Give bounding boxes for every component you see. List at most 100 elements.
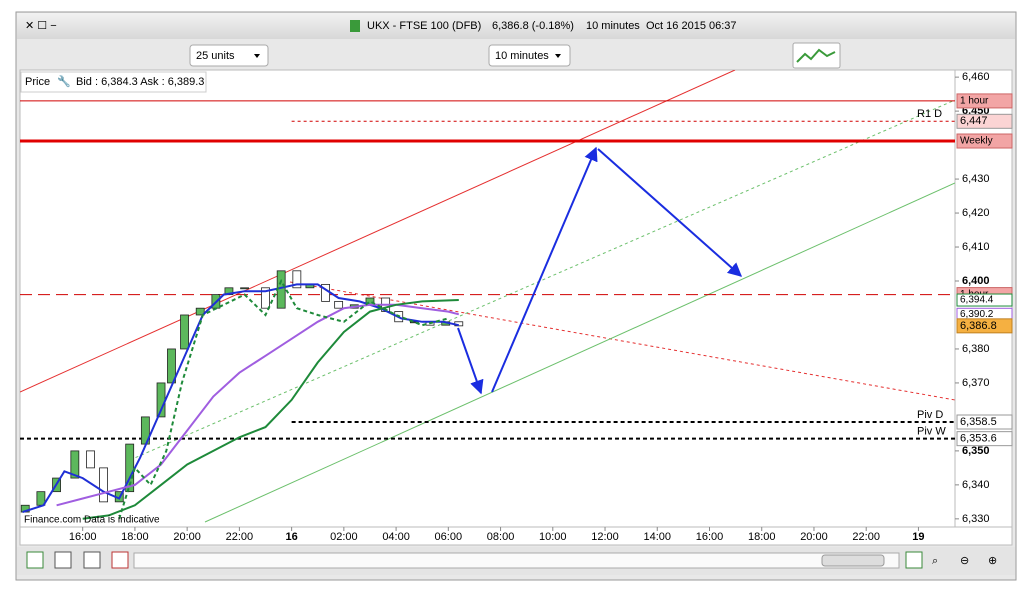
dropdown-arrow [555,54,561,58]
level-name: Weekly [960,136,993,147]
trend-line [204,182,955,523]
level-value: 6,447 [960,115,988,127]
tool-button[interactable] [905,551,923,569]
scrollbar[interactable] [133,552,900,569]
candle [86,450,95,469]
y-tick-label: 6,350 [962,445,990,457]
x-tick-label: 22:00 [852,531,880,543]
arrow [491,146,598,393]
level-box [956,431,1013,447]
x-tick-label: 12:00 [591,531,619,543]
candle [240,287,250,290]
indicator-value: 6,394.4 [960,295,994,306]
indicator-line [118,278,449,520]
plot-layers [20,70,955,523]
x-tick-label: 16 [285,531,297,543]
candle [409,321,419,324]
last-price: 6,386.8 [960,320,997,332]
x-tick-label: 16:00 [69,531,97,543]
x-tick-label: 10:00 [539,531,567,543]
timestamp: Oct 16 2015 06:37 [646,20,737,32]
candle [180,314,189,350]
zoom-out[interactable]: ⊖ [960,555,969,567]
price-label: Price [25,76,50,88]
level-name: Piv W [917,426,946,438]
watermark: Finance.com Data is indicative [24,515,160,526]
candle [125,443,135,493]
level-box [956,113,1013,129]
last-price-box [956,318,1013,334]
arrow [597,148,743,277]
dropdown-arrow [254,54,260,58]
y-tick-label: 6,460 [962,71,990,83]
y-tick-label: 6,410 [962,241,990,253]
zoom-fit[interactable]: ⌕ [932,555,938,567]
level-box [956,414,1013,430]
x-tick-label: 02:00 [330,531,358,543]
scroll-thumb[interactable] [821,554,885,567]
trend-line [20,70,736,393]
timeframe-value: 10 minutes [495,50,549,62]
time-axis [19,526,1013,546]
chart-layer [20,100,955,520]
level-name: R1 D [917,108,942,120]
bid-ask: Bid : 6,384.3 Ask : 6,389.3 [76,76,204,88]
title-bar [17,13,1015,39]
x-tick-label: 04:00 [382,531,410,543]
wrench-icon[interactable]: 🔧 [57,74,71,88]
y-tick-label: 6,330 [962,513,990,525]
tool-button[interactable] [26,551,44,569]
trend-line [289,281,955,401]
x-tick-label: 19 [912,531,924,543]
tool-button[interactable] [83,551,101,569]
units-dropdown[interactable] [189,44,269,67]
x-tick-label: 16:00 [696,531,724,543]
timeframe-dropdown[interactable] [488,44,571,67]
x-tick-label: 18:00 [121,531,149,543]
y-tick-label: 6,420 [962,207,990,219]
x-tick-label: 08:00 [487,531,515,543]
level-box [956,133,1013,149]
trend-line [129,99,955,461]
candle [99,467,108,503]
level-name: 1 hour [960,96,989,107]
x-tick-label: 22:00 [226,531,254,543]
level-name: Piv D [917,409,943,421]
y-tick-label: 6,430 [962,173,990,185]
x-tick-label: 18:00 [748,531,776,543]
x-tick-label: 14:00 [643,531,671,543]
x-tick-label: 06:00 [435,531,463,543]
units-value: 25 units [196,50,235,62]
level-value: 6,353.6 [960,433,997,445]
close-button[interactable]: ✕ ☐ − [25,20,57,32]
candle [167,348,176,384]
indicator-value: 6,390.2 [960,309,994,320]
drawn-arrows [457,146,743,395]
candle [334,300,344,309]
indicator-box [956,293,1013,307]
indicator-icon [796,48,836,63]
arrow [457,327,484,395]
tool-button[interactable] [111,551,129,569]
plot-area [19,69,956,528]
x-tick-label: 20:00 [173,531,201,543]
y-tick-label: 6,400 [962,275,990,287]
candle [261,287,270,309]
level-box [956,93,1013,109]
quote: 6,386.8 (-0.18%) [492,20,574,32]
interval: 10 minutes [586,20,640,32]
indicator-line [56,303,460,507]
y-tick-label: 6,340 [962,479,990,491]
instrument-title: UKX - FTSE 100 (DFB) [367,20,481,32]
zoom-in[interactable]: ⊕ [988,555,997,567]
y-tick-label: 6,380 [962,343,990,355]
indicator-line [82,299,459,520]
x-tick-label: 20:00 [800,531,828,543]
tool-button[interactable] [54,551,72,569]
candle [195,307,205,316]
chart-icon [350,20,360,32]
indicator-button[interactable] [792,42,841,69]
indicator-line [22,283,460,513]
